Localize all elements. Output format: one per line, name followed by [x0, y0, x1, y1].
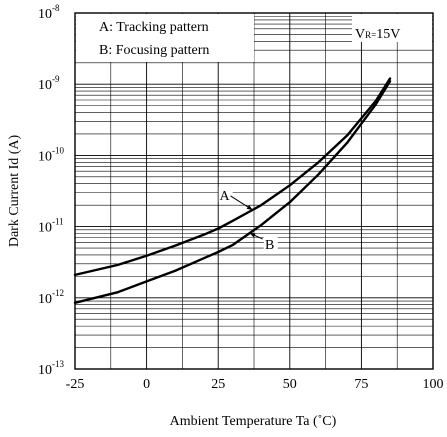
y-tick-label: 10-13 — [38, 359, 64, 378]
annotation-arrowhead-b — [249, 233, 256, 238]
x-tick-label: -25 — [66, 377, 85, 392]
series-line-b — [73, 80, 392, 305]
legend-background — [76, 14, 254, 62]
x-tick-label: 50 — [283, 377, 297, 392]
annotation-arrowhead-a — [246, 204, 253, 210]
y-axis-title: Dark Current Id (A) — [7, 134, 22, 247]
condition-text: VR=15V — [355, 27, 400, 42]
series-lines — [73, 77, 392, 305]
legend-entry-b: B: Focusing pattern — [99, 43, 209, 58]
y-tick-label: 10-8 — [38, 3, 60, 22]
legend-entry-a: A: Tracking pattern — [99, 20, 209, 35]
y-tick-label: 10-9 — [38, 74, 60, 93]
y-tick-label: 10-11 — [38, 217, 64, 236]
annotation-label-a: A — [220, 189, 231, 204]
plot-frame — [74, 12, 434, 370]
x-tick-label: 25 — [211, 377, 225, 392]
annotation-label-b: B — [265, 238, 274, 253]
x-axis-title: Ambient Temperature Ta (˚C) — [170, 414, 337, 429]
grid-lines — [75, 13, 433, 369]
y-tick-label: 10-10 — [38, 145, 64, 164]
annotation-bg-b — [263, 236, 278, 252]
annotation-bg-a — [218, 186, 233, 202]
condition-background — [352, 14, 432, 42]
condition-sub: R= — [365, 30, 376, 40]
legend-box: A: Tracking pattern B: Focusing pattern — [76, 14, 254, 62]
x-tick-label: 75 — [354, 377, 368, 392]
condition-value: 15V — [376, 27, 400, 42]
x-tick-label: 0 — [143, 377, 150, 392]
condition-label: VR=15V — [352, 14, 432, 42]
y-tick-labels: 10-13 10-12 10-11 10-10 10-9 10-8 — [38, 3, 64, 378]
y-tick-label: 10-12 — [38, 288, 64, 307]
annotations: AB — [218, 186, 278, 253]
x-tick-label: 100 — [423, 377, 444, 392]
condition-main: V — [355, 27, 365, 42]
series-line-a — [73, 77, 392, 277]
x-tick-labels: -25 0 25 50 75 100 — [66, 377, 444, 392]
